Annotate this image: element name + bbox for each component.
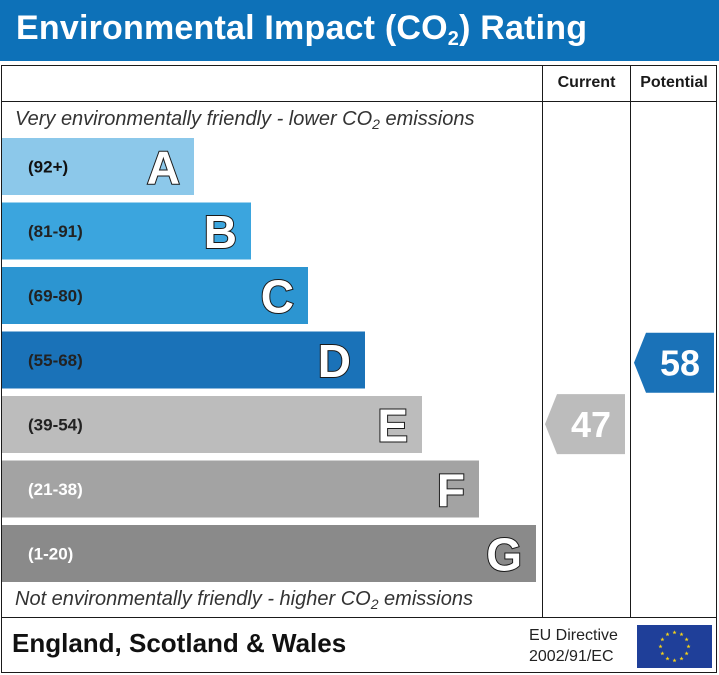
band-letter-g: G	[486, 529, 522, 581]
band-range-d: (55-68)	[28, 351, 83, 370]
current-column-divider	[542, 65, 543, 617]
band-letter-f: F	[437, 464, 465, 516]
star-icon	[665, 656, 670, 661]
country-label: England, Scotland & Wales	[12, 628, 347, 658]
band-bar-d	[2, 331, 365, 389]
star-icon	[672, 658, 677, 663]
star-icon	[684, 651, 689, 656]
potential-rating-arrow	[634, 332, 714, 393]
star-icon	[665, 632, 670, 637]
band-range-a: (92+)	[28, 158, 68, 177]
page-title: Environmental Impact (CO2) Rating	[16, 9, 588, 50]
current-column-header: Current	[557, 74, 616, 91]
star-icon	[684, 637, 689, 642]
band-letter-a: A	[147, 142, 180, 194]
star-icon	[679, 632, 684, 637]
current-rating-value: 47	[571, 404, 611, 445]
top-note: Very environmentally friendly - lower CO…	[15, 108, 475, 132]
star-icon	[686, 644, 691, 649]
band-range-c: (69-80)	[28, 287, 83, 306]
band-letter-d: D	[318, 335, 351, 387]
band-bar-g	[2, 525, 536, 582]
band-range-e: (39-54)	[28, 416, 83, 435]
directive-line-1: EU Directive	[529, 627, 618, 644]
footer-divider	[1, 617, 717, 618]
header-row-divider	[1, 101, 717, 102]
bottom-note: Not environmentally friendly - higher CO…	[15, 588, 473, 612]
band-range-g: (1-20)	[28, 545, 73, 564]
band-bar-f	[2, 460, 479, 518]
band-letter-c: C	[261, 271, 294, 323]
potential-column-header: Potential	[640, 74, 708, 91]
directive-line-2: 2002/91/EC	[529, 648, 614, 665]
current-rating-arrow	[545, 394, 625, 455]
star-icon	[660, 651, 665, 656]
band-letter-b: B	[204, 206, 237, 258]
band-bar-e	[2, 396, 422, 453]
band-bar-c	[2, 267, 308, 324]
potential-rating-value: 58	[660, 343, 700, 384]
band-bar-a	[2, 138, 194, 195]
band-range-b: (81-91)	[28, 222, 83, 241]
star-icon	[658, 644, 663, 649]
star-icon	[660, 637, 665, 642]
potential-column-divider	[630, 65, 631, 617]
eu-flag-icon	[637, 625, 712, 668]
band-range-f: (21-38)	[28, 480, 83, 499]
header-bar: Environmental Impact (CO2) Rating	[0, 0, 719, 61]
star-icon	[672, 630, 677, 635]
star-icon	[679, 656, 684, 661]
rating-frame	[1, 65, 717, 673]
band-letter-e: E	[377, 400, 408, 452]
band-bar-b	[2, 202, 251, 260]
